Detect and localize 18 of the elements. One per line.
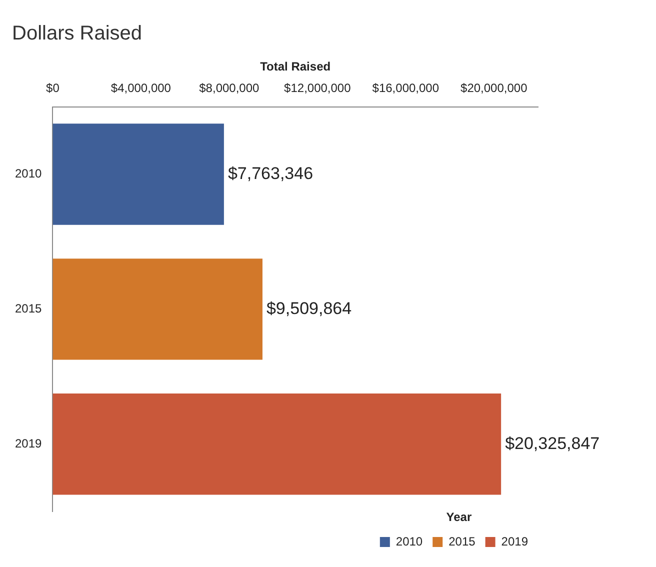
x-tick-label: $12,000,000 (284, 80, 352, 95)
legend-label: 2015 (448, 534, 476, 548)
legend-label: 2010 (396, 534, 423, 548)
x-tick-label: $20,000,000 (460, 80, 528, 95)
y-tick-label: 2019 (14, 436, 42, 450)
x-tick-label: $4,000,000 (110, 80, 172, 95)
legend-label: 2019 (501, 534, 528, 548)
x-tick-label: $16,000,000 (372, 80, 440, 95)
y-tick-label: 2015 (14, 302, 42, 316)
x-tick-label: $8,000,000 (199, 80, 260, 95)
chart-title: Dollars Raised (12, 22, 142, 45)
x-tick-label: $0 (46, 80, 60, 95)
data-label: $7,763,346 (228, 164, 314, 183)
legend-title: Year (446, 510, 472, 524)
data-label: $20,325,847 (505, 434, 600, 453)
data-label: $9,509,864 (266, 298, 352, 318)
x-axis-title: Total Raised (260, 60, 331, 74)
y-tick-label: 2010 (14, 166, 42, 181)
